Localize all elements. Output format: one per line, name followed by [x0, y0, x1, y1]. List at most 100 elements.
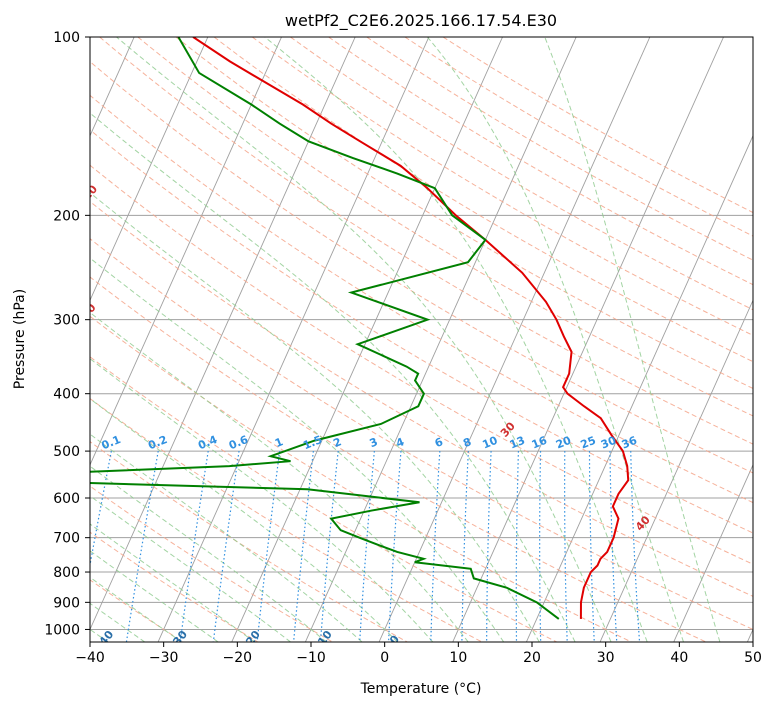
mixing-ratio-label: 20 [554, 434, 573, 452]
chart-title: wetPf2_C2E6.2025.166.17.54.E30 [285, 11, 557, 31]
dry-adiabat-line [90, 129, 753, 534]
y-axis-label: Pressure (hPa) [12, 289, 28, 389]
dry-adiabat-line [90, 315, 632, 642]
y-tick-label: 300 [53, 313, 80, 329]
dry-adiabat-line [442, 37, 753, 214]
x-tick-label: 20 [523, 650, 541, 666]
mixing-ratio-label: 0.6 [227, 433, 250, 452]
moist-adiabat-label: -10 [312, 628, 335, 652]
moist-adiabat-label: -30 [168, 628, 191, 652]
axis-layer: −40 −30 −20 −10 0 10 20 30 40 5010020030040050060… [44, 30, 762, 666]
y-tick-label: 1000 [44, 622, 80, 638]
mixing-ratio-line [212, 451, 240, 642]
moist-adiabat-label: -40 [94, 628, 117, 652]
isotherm-gridline [452, 37, 724, 642]
y-tick-label: 400 [53, 387, 80, 403]
moist-adiabat-label: 0 [387, 633, 402, 647]
mixing-ratio-label: 0.2 [146, 433, 169, 452]
mixing-ratio-line [630, 451, 641, 642]
dry-adiabat-line [90, 164, 753, 565]
mixing-ratio-label: 30 [599, 434, 618, 452]
y-tick-label: 900 [53, 595, 80, 611]
mixing-ratio-label: 4 [394, 435, 406, 450]
mixing-ratio-line [125, 450, 159, 642]
mixing-ratio-label: 1 [273, 435, 285, 450]
x-tick-label: 50 [744, 650, 762, 666]
isotherm-gridline [673, 463, 753, 642]
plot-frame [89, 36, 754, 643]
mixing-ratio-line [588, 451, 595, 642]
moist-adiabat-line [264, 37, 648, 642]
x-tick-label: −30 [149, 650, 179, 666]
warm-adiabat-label: 20 [80, 182, 100, 202]
dry-adiabat-line [90, 94, 753, 504]
dry-adiabat-line [137, 37, 753, 417]
y-tick-label: 200 [53, 208, 80, 224]
series-layer [90, 37, 630, 620]
mixing-ratio-label: 2 [331, 435, 343, 450]
isotherm-gridline [90, 37, 356, 631]
moist-adiabat-label: -20 [241, 628, 264, 652]
x-tick-label: −10 [296, 650, 326, 666]
mixing-ratio-label: 6 [433, 435, 445, 450]
y-tick-label: 700 [53, 531, 80, 547]
mixing-ratio-line [515, 451, 520, 642]
mixing-ratio-line [256, 451, 281, 642]
isotherm-gridline [0, 37, 61, 642]
isotherm-gridline [157, 37, 430, 642]
isotherm-gridline [378, 37, 651, 642]
moist-adiabat-line [90, 112, 576, 642]
isotherm-gridline [90, 37, 209, 302]
moist-adiabat-line [427, 37, 684, 642]
mixing-ratio-line [179, 451, 209, 642]
temperature-profile-line [192, 37, 630, 619]
dry-adiabat-line [290, 37, 753, 311]
dry-adiabat-line [366, 37, 753, 261]
mixing-ratio-line [486, 451, 492, 642]
dry-adiabat-line [99, 37, 753, 445]
isotherm-gridline [525, 134, 753, 642]
moist-adiabat-line [90, 433, 363, 642]
mixing-ratio-line [430, 451, 441, 642]
x-tick-label: 30 [597, 650, 615, 666]
y-tick-label: 800 [53, 565, 80, 581]
mixing-ratio-line [564, 451, 568, 642]
mixing-ratio-label: 10 [480, 434, 499, 452]
mixing-ratio-label: 36 [620, 434, 639, 452]
dry-adiabat-line [90, 531, 259, 642]
dry-adiabat-line [328, 37, 753, 286]
moist-adiabat-line [90, 523, 255, 642]
moist-adiabat-line [544, 37, 721, 642]
x-tick-label: −20 [223, 650, 253, 666]
moist-adiabat-line [116, 37, 612, 642]
dry-adiabat-line [90, 238, 753, 630]
mixing-ratio-line [90, 450, 112, 569]
x-tick-label: 40 [670, 650, 688, 666]
dry-adiabat-line [213, 37, 753, 363]
x-tick-label: 10 [449, 650, 467, 666]
dry-adiabat-line [90, 397, 483, 642]
mixing-ratio-line [387, 451, 402, 642]
dry-adiabat-line [404, 37, 753, 237]
dry-adiabat-line [90, 61, 753, 474]
isotherm-gridline [90, 37, 282, 466]
y-tick-label: 500 [53, 444, 80, 460]
mixing-ratio-label: 8 [461, 435, 473, 450]
mixing-ratio-label: 13 [508, 434, 527, 452]
mixing-ratio-line [539, 451, 542, 642]
mixing-ratio-line [293, 451, 314, 642]
mixing-ratio-label: 0.4 [196, 433, 219, 452]
dry-adiabat-line [90, 200, 753, 597]
x-axis-label: Temperature (°C) [360, 681, 482, 697]
x-tick-label: −40 [75, 650, 105, 666]
x-tick-label: 0 [380, 650, 389, 666]
dry-adiabat-line [90, 276, 707, 642]
moist-adiabat-line [90, 465, 327, 642]
isotherm-gridline [599, 299, 753, 642]
moist-adiabat-label: -50 [20, 628, 43, 652]
y-tick-label: 100 [53, 30, 80, 46]
mixing-ratio-label: 3 [368, 435, 380, 450]
moist-adiabat-line [90, 257, 505, 642]
warm-adiabat-label: 10 [79, 301, 99, 321]
